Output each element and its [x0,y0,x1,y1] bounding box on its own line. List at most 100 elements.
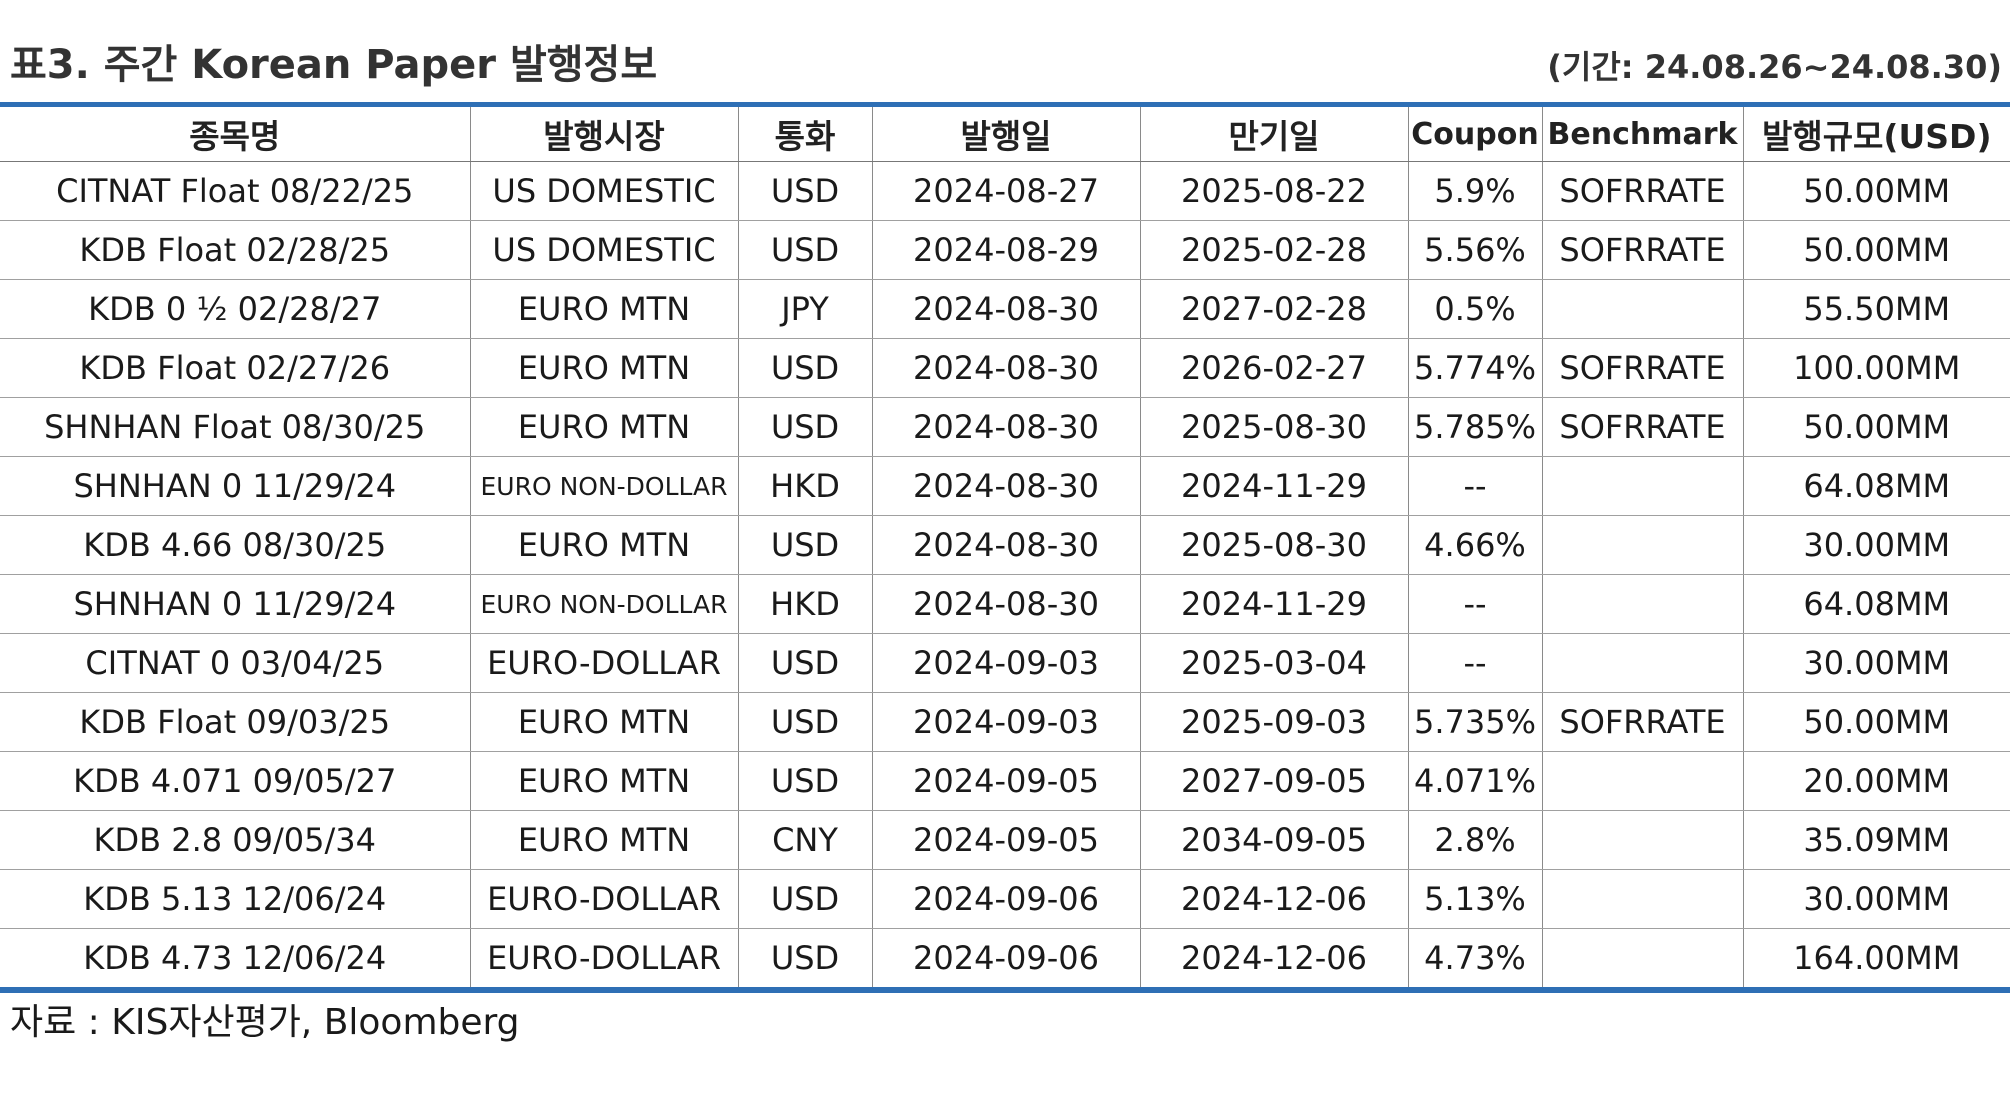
cell-issue-date: 2024-08-27 [872,161,1141,221]
cell-coupon: 2.8% [1408,810,1543,870]
table-body: CITNAT Float 08/22/25 US DOMESTIC USD 2024-… [0,161,2010,987]
table-title: 표3. 주간 Korean Paper 발행정보 [10,42,658,88]
cell-size: 50.00MM [1743,397,2010,457]
cell-benchmark: SOFRRATE [1542,397,1744,457]
cell-maturity: 2026-02-27 [1140,338,1409,398]
cell-maturity: 2025-08-30 [1140,515,1409,575]
cell-currency: USD [738,928,873,987]
col-header-benchmark: Benchmark [1542,107,1744,162]
cell-benchmark: SOFRRATE [1542,220,1744,280]
cell-maturity: 2025-02-28 [1140,220,1409,280]
header-row: 종목명 발행시장 통화 발행일 만기일 Coupon Benchmark 발행규… [0,107,2010,162]
cell-maturity: 2024-11-29 [1140,574,1409,634]
cell-currency: USD [738,869,873,929]
cell-name: SHNHAN Float 08/30/25 [0,397,471,457]
cell-issue-date: 2024-09-05 [872,751,1141,811]
cell-issue-date: 2024-09-05 [872,810,1141,870]
title-row: 표3. 주간 Korean Paper 발행정보 (기간: 24.08.26~2… [0,0,2010,100]
col-header-name: 종목명 [0,107,471,162]
cell-issue-date: 2024-09-06 [872,928,1141,987]
table-row: SHNHAN 0 11/29/24 EURO NON-DOLLAR HKD 2024-… [0,574,2010,634]
cell-coupon: 5.735% [1408,692,1543,752]
col-header-market: 발행시장 [470,107,739,162]
table-row: CITNAT 0 03/04/25 EURO-DOLLAR USD 2024-09-0… [0,633,2010,693]
cell-currency: USD [738,338,873,398]
cell-name: KDB 4.66 08/30/25 [0,515,471,575]
table-row: KDB Float 09/03/25 EURO MTN USD 2024-09-03 2… [0,692,2010,752]
cell-market: EURO MTN [470,810,739,870]
table-row: KDB Float 02/28/25 US DOMESTIC USD 2024-08-… [0,220,2010,280]
cell-name: KDB 5.13 12/06/24 [0,869,471,929]
table-row: KDB Float 02/27/26 EURO MTN USD 2024-08-30 2… [0,338,2010,398]
cell-maturity: 2025-09-03 [1140,692,1409,752]
table-row: KDB 2.8 09/05/34 EURO MTN CNY 2024-09-05 203… [0,810,2010,870]
cell-issue-date: 2024-09-03 [872,692,1141,752]
cell-benchmark [1542,751,1744,811]
cell-coupon: 4.66% [1408,515,1543,575]
cell-currency: USD [738,751,873,811]
cell-maturity: 2025-08-30 [1140,397,1409,457]
cell-market: US DOMESTIC [470,161,739,221]
cell-market: EURO MTN [470,692,739,752]
cell-currency: USD [738,692,873,752]
col-header-issue-date: 발행일 [872,107,1141,162]
cell-size: 64.08MM [1743,574,2010,634]
issuance-table-wrap: 종목명 발행시장 통화 발행일 만기일 Coupon Benchmark 발행규… [0,102,2010,993]
cell-benchmark [1542,456,1744,516]
table-row: KDB 4.73 12/06/24 EURO-DOLLAR USD 2024-09-0… [0,928,2010,987]
cell-market: EURO MTN [470,397,739,457]
source-note: 자료 : KIS자산평가, Bloomberg [10,1002,520,1043]
col-header-size: 발행규모(USD) [1743,107,2010,162]
cell-issue-date: 2024-08-30 [872,338,1141,398]
cell-market: EURO NON-DOLLAR [470,574,739,634]
issuance-table: 종목명 발행시장 통화 발행일 만기일 Coupon Benchmark 발행규… [0,107,2010,987]
cell-size: 100.00MM [1743,338,2010,398]
cell-market: EURO MTN [470,338,739,398]
cell-size: 30.00MM [1743,869,2010,929]
cell-coupon: -- [1408,633,1543,693]
cell-maturity: 2025-03-04 [1140,633,1409,693]
cell-issue-date: 2024-09-03 [872,633,1141,693]
cell-size: 20.00MM [1743,751,2010,811]
cell-issue-date: 2024-08-30 [872,279,1141,339]
cell-coupon: 5.785% [1408,397,1543,457]
cell-name: CITNAT Float 08/22/25 [0,161,471,221]
cell-size: 35.09MM [1743,810,2010,870]
cell-benchmark [1542,633,1744,693]
cell-currency: HKD [738,456,873,516]
cell-coupon: 5.13% [1408,869,1543,929]
cell-issue-date: 2024-08-29 [872,220,1141,280]
cell-market: US DOMESTIC [470,220,739,280]
cell-currency: USD [738,220,873,280]
cell-maturity: 2024-12-06 [1140,928,1409,987]
cell-market: EURO MTN [470,279,739,339]
cell-name: KDB Float 09/03/25 [0,692,471,752]
cell-issue-date: 2024-08-30 [872,515,1141,575]
cell-name: SHNHAN 0 11/29/24 [0,456,471,516]
cell-name: KDB 2.8 09/05/34 [0,810,471,870]
cell-currency: USD [738,161,873,221]
col-header-coupon: Coupon [1408,107,1543,162]
cell-size: 30.00MM [1743,633,2010,693]
table-row: KDB 4.071 09/05/27 EURO MTN USD 2024-09-05 2… [0,751,2010,811]
cell-benchmark [1542,574,1744,634]
cell-market: EURO MTN [470,515,739,575]
cell-maturity: 2024-11-29 [1140,456,1409,516]
col-header-currency: 통화 [738,107,873,162]
cell-size: 50.00MM [1743,161,2010,221]
cell-size: 55.50MM [1743,279,2010,339]
cell-maturity: 2027-09-05 [1140,751,1409,811]
cell-benchmark: SOFRRATE [1542,161,1744,221]
cell-coupon: 0.5% [1408,279,1543,339]
cell-size: 164.00MM [1793,939,1961,977]
cell-name: SHNHAN 0 11/29/24 [0,574,471,634]
cell-name: KDB 4.73 12/06/24 [0,928,471,987]
cell-size: 50.00MM [1743,220,2010,280]
cell-issue-date: 2024-08-30 [872,456,1141,516]
table-row: KDB 4.66 08/30/25 EURO MTN USD 2024-08-30 20… [0,515,2010,575]
cell-coupon: -- [1408,574,1543,634]
cell-name: KDB Float 02/27/26 [0,338,471,398]
cell-currency: CNY [738,810,873,870]
cell-size: 30.00MM [1743,515,2010,575]
cell-coupon: -- [1408,456,1543,516]
